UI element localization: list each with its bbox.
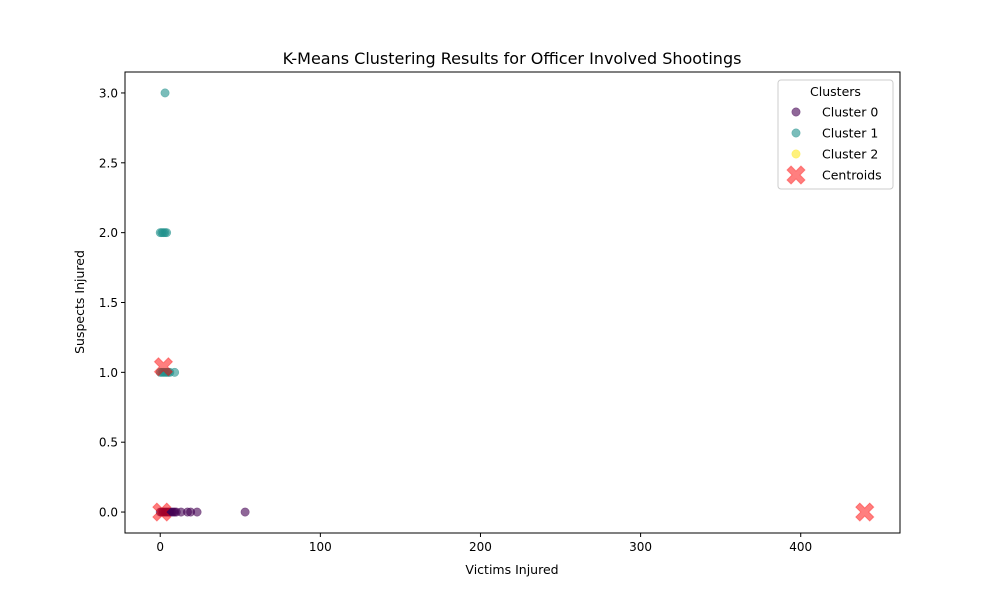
y-axis-label: Suspects Injured (72, 250, 87, 354)
legend-marker-centroids (786, 165, 806, 185)
y-tick-label: 2.5 (99, 156, 118, 170)
x-tick-label: 100 (309, 540, 332, 554)
centroid-marker (152, 502, 172, 522)
legend-label: Centroids (822, 168, 882, 183)
y-tick-label: 0.5 (99, 436, 118, 450)
legend-marker (791, 149, 801, 159)
centroid-marker (855, 502, 875, 522)
legend: Clusters Cluster 0 Cluster 1 Cluster 2 Centr… (777, 79, 894, 190)
y-tick-label: 2.0 (99, 226, 118, 240)
axes: 0 100 200 300 400 0.0 0.5 1.0 1.5 2.0 2.5 3.0 (99, 71, 901, 554)
data-point (192, 507, 202, 517)
x-tick-label: 0 (156, 540, 164, 554)
x-tick-label: 200 (469, 540, 492, 554)
legend-marker (791, 107, 801, 117)
legend-title: Clusters (810, 84, 861, 99)
data-point (162, 228, 172, 238)
series-cluster-1 (155, 88, 180, 377)
legend-label: Cluster 2 (822, 147, 878, 162)
legend-label: Cluster 0 (822, 105, 878, 120)
series-centroids (152, 357, 875, 522)
data-point (160, 88, 170, 98)
plot-area (152, 88, 875, 522)
x-axis-label: Victims Injured (465, 562, 558, 577)
y-tick-label: 3.0 (99, 86, 118, 100)
x-tick-label: 400 (789, 540, 812, 554)
y-tick-label: 1.5 (99, 296, 118, 310)
data-point (240, 507, 250, 517)
centroid-marker (153, 357, 174, 377)
legend-box (777, 79, 894, 190)
chart-title: K-Means Clustering Results for Officer I… (283, 49, 742, 68)
legend-label: Cluster 1 (822, 126, 878, 141)
y-tick-label: 1.0 (99, 366, 118, 380)
series-cluster-0 (155, 507, 250, 517)
legend-marker (791, 128, 801, 138)
x-tick-label: 300 (629, 540, 652, 554)
y-tick-label: 0.0 (99, 506, 118, 520)
